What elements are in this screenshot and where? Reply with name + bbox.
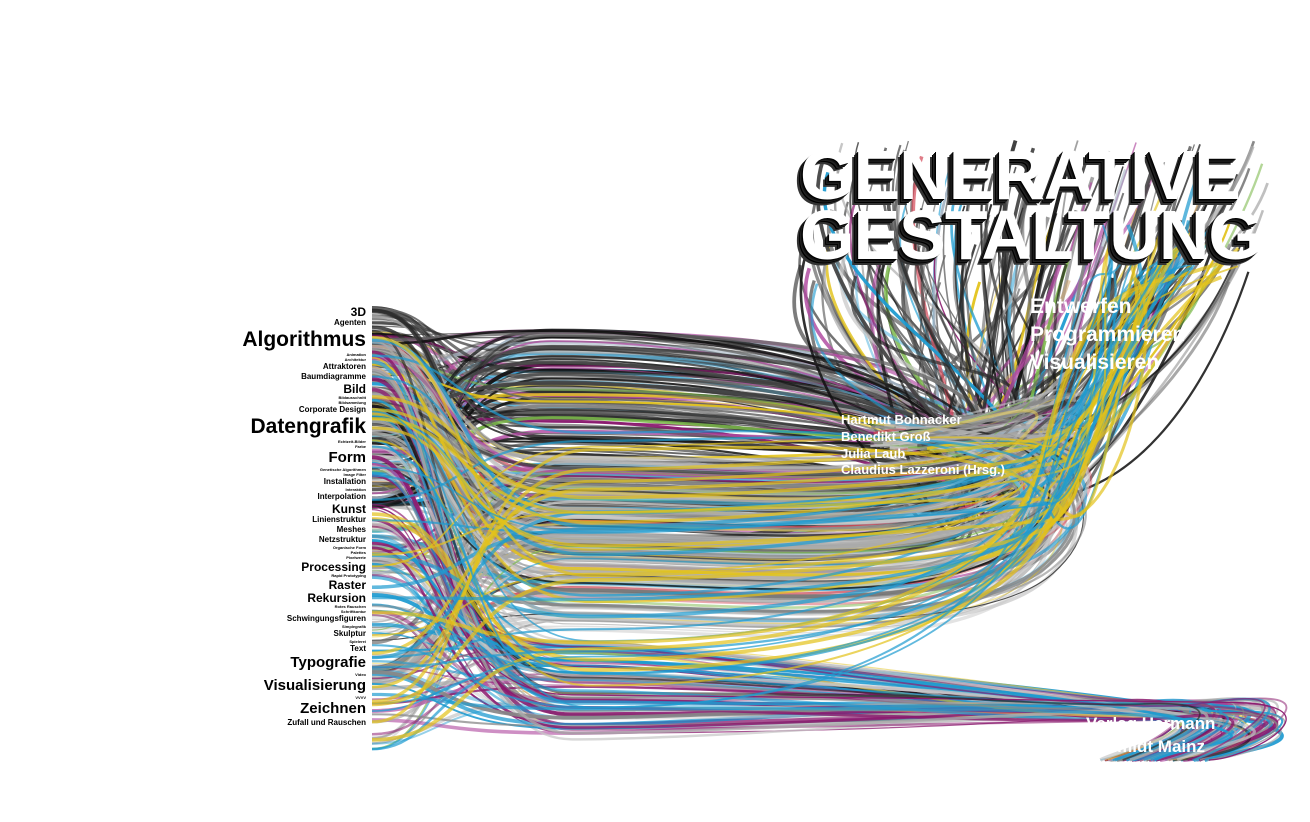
strand-lower [371, 518, 1235, 762]
keyword-linienstruktur: Linienstruktur [312, 515, 366, 524]
subtitle-entwerfen: Entwerfen [1030, 295, 1132, 318]
strand-upper [371, 257, 975, 544]
keyword-video: Video [355, 672, 366, 677]
keyword-bildausschnitt: Bildausschnitt [338, 395, 366, 400]
strand-lower [371, 360, 1235, 762]
keyword-3d: 3D [350, 305, 366, 319]
strand-lower [371, 692, 1194, 762]
strand-lower [371, 503, 1266, 761]
title-line-1: GENERATIVE [800, 136, 1241, 214]
keyword-spielerei: Spielerei [349, 639, 366, 644]
keyword-simplegrafik: Simplegrafik [341, 624, 366, 629]
subtitle-programmieren: Programmieren [1030, 323, 1186, 346]
keyword-visualisierung: Visualisierung [263, 677, 366, 694]
keyword-raster: Raster [328, 578, 366, 592]
strand-accent [371, 244, 1163, 704]
keyword-schriftkontur: Schriftkontur [340, 609, 366, 614]
strand-accent [371, 248, 1179, 659]
keyword-datengrafik: Datengrafik [250, 415, 366, 438]
keyword-attraktoren: Attraktoren [322, 362, 366, 371]
strand-accent [371, 224, 1145, 619]
keyword-text: Text [350, 644, 366, 653]
keyword-organische-form: Organische Form [332, 545, 366, 550]
strand-accent [371, 246, 1186, 534]
keyword-meshes: Meshes [336, 525, 366, 534]
strand-accent [371, 244, 1167, 551]
keyword-processing: Processing [301, 560, 366, 574]
strand-lower [371, 401, 1201, 761]
keyword-palettes: Palettes [350, 550, 366, 555]
keyword-image-filter: Image Filter [343, 472, 366, 477]
keyword-netzstruktur: Netzstruktur [318, 535, 366, 544]
author-1: Hartmut Bohnacker [841, 412, 962, 427]
strand-lower [371, 444, 1256, 762]
keyword-interpolation: Interpolation [317, 492, 366, 501]
strand-accent [371, 238, 1139, 655]
strand-loop [371, 400, 1030, 631]
keyword-rotes-rauschen: Rotes Rauschen [334, 604, 366, 609]
keyword-pixelwerte: Pixelwerte [346, 555, 366, 560]
keyword-genetische-algorithmen: Genetische Algorithmen [319, 467, 366, 472]
strand-loop [371, 402, 1039, 501]
strand-accent [371, 242, 1147, 533]
keyword-animation: Animation [346, 352, 366, 357]
strand-accent [371, 266, 1193, 601]
keyword-algorithmus: Algorithmus [242, 328, 366, 351]
strand-accent [371, 273, 1175, 645]
keyword-architektur: Architektur [344, 357, 366, 362]
subtitle-visualisieren: Visualisieren [1030, 351, 1160, 374]
strand-accent [371, 257, 1167, 669]
keyword-baumdiagramme: Baumdiagramme [301, 372, 366, 381]
keyword-farbe: Farbe [355, 444, 366, 449]
keyword-form: Form [328, 449, 367, 466]
keyword-installation: Installation [323, 477, 366, 486]
keyword-interaktion: Interaktion [345, 487, 366, 492]
keyword-zufall-und-rauschen: Zufall und Rauschen [287, 718, 366, 727]
strand-accent [371, 251, 1127, 709]
author-3: Julia Laub [841, 446, 906, 461]
publisher-line-2: Schmidt Mainz [1086, 737, 1206, 756]
strand-accent [371, 221, 1115, 556]
keyword-schwingungsfiguren: Schwingungsfiguren [286, 614, 366, 623]
strand-lower [371, 468, 1245, 761]
strand-loop [371, 389, 1056, 468]
keyword-echtzeit-bilder: Echtzeit-Bilder [337, 439, 366, 444]
keyword-rekursion: Rekursion [307, 591, 366, 605]
strand-upper [371, 218, 962, 452]
strand-upper [371, 179, 963, 467]
keyword-bild: Bild [343, 382, 366, 396]
strand-accent [371, 224, 1114, 709]
keyword-typografie: Typografie [290, 654, 366, 671]
author-2: Benedikt Groß [841, 429, 931, 444]
keyword-corporate-design: Corporate Design [298, 405, 366, 414]
strand-upper [371, 251, 960, 506]
keyword-bildsammlung: Bildsammlung [338, 400, 366, 405]
keyword-agenten: Agenten [334, 318, 366, 327]
keyword-zeichnen: Zeichnen [300, 700, 366, 717]
keyword-vvvv: VVVV [355, 695, 366, 700]
title-line-2: GESTALTUNG [800, 196, 1263, 274]
strand-accent [371, 231, 1193, 707]
keyword-kunst: Kunst [332, 502, 366, 516]
strand-lower [371, 368, 1209, 762]
keyword-skulptur: Skulptur [333, 629, 366, 638]
keyword-rapid-prototyping: Rapid Prototyping [331, 573, 366, 578]
publisher-line-1: Verlag Hermann [1086, 714, 1216, 733]
author-4: Claudius Lazzeroni (Hrsg.) [841, 462, 1005, 477]
strand-accent [371, 277, 1148, 548]
